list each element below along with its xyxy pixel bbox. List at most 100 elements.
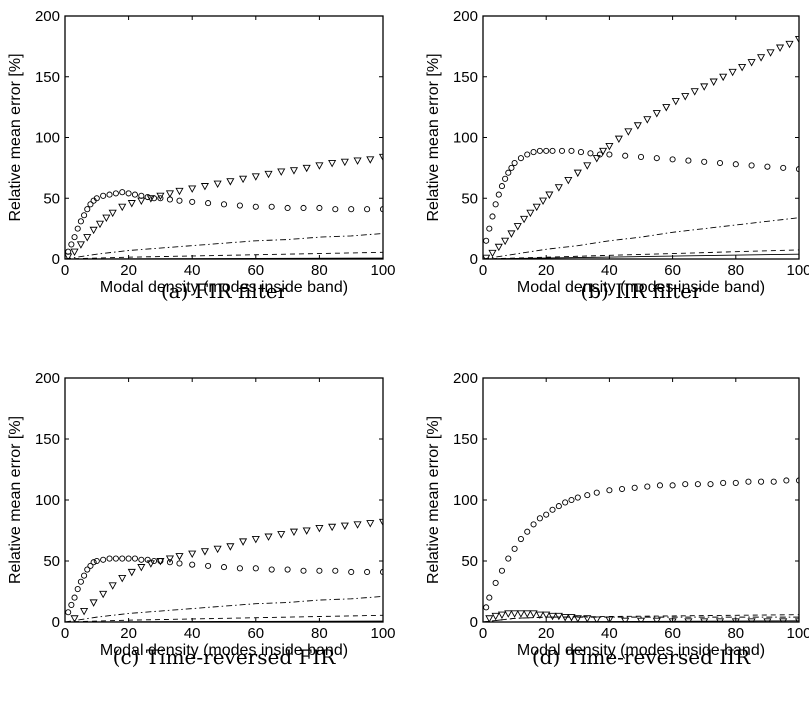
circle-marker — [284, 204, 291, 212]
circle-marker — [252, 203, 259, 210]
triangle-marker — [366, 156, 375, 164]
circle-marker — [316, 567, 323, 574]
triangle-marker — [340, 522, 349, 530]
solid-line — [483, 253, 799, 259]
axes-frame — [64, 377, 384, 623]
circle-marker — [543, 147, 550, 154]
triangle-marker — [188, 550, 197, 559]
circle-marker — [606, 151, 613, 158]
circle-marker — [656, 482, 664, 489]
triangle-marker — [108, 209, 117, 218]
triangle-marker — [747, 59, 756, 67]
triangle-marker — [137, 197, 146, 206]
x-tick-label: 0 — [479, 262, 487, 279]
panel-caption: (a) FIR filter — [161, 279, 288, 303]
triangle-marker — [709, 78, 718, 86]
circle-marker — [508, 164, 515, 171]
triangle-marker — [165, 190, 175, 198]
triangle-marker — [76, 241, 85, 249]
circle-marker — [764, 163, 771, 170]
triangle-marker — [738, 63, 747, 72]
y-tick-label: 200 — [453, 370, 478, 387]
triangle-marker — [643, 116, 652, 124]
circle-marker — [84, 206, 91, 213]
circle-marker — [577, 149, 585, 156]
x-tick-label: 40 — [184, 262, 201, 279]
triangle-marker — [378, 518, 383, 527]
y-tick-label: 100 — [35, 492, 60, 509]
circle-marker — [93, 195, 100, 202]
y-axis-label: Relative mean error [%] — [425, 53, 442, 221]
circle-marker — [189, 561, 196, 568]
circle-marker — [701, 158, 708, 165]
x-tick-label: 60 — [247, 262, 264, 279]
y-tick-label: 200 — [453, 8, 478, 25]
circle-marker — [166, 559, 173, 566]
triangle-marker — [719, 73, 728, 82]
triangle-marker — [99, 590, 108, 599]
x-tick-label: 60 — [664, 262, 681, 279]
triangle-marker — [89, 599, 98, 607]
circle-marker — [332, 206, 339, 213]
triangle-marker — [757, 54, 766, 62]
triangle-marker — [501, 237, 510, 246]
triangle-marker — [548, 612, 557, 621]
triangle-marker — [504, 610, 513, 618]
x-tick-label: 0 — [61, 262, 69, 279]
triangle-marker — [65, 253, 73, 259]
triangle-marker — [175, 553, 184, 561]
dashdot-line — [65, 595, 383, 622]
circle-marker — [77, 578, 84, 585]
x-axis-label: Modal density (modes inside band) — [517, 279, 765, 296]
circle-marker — [138, 556, 145, 563]
triangle-marker — [264, 170, 273, 179]
circle-marker — [682, 481, 689, 488]
triangle-marker — [785, 40, 794, 49]
circle-marker — [236, 565, 243, 572]
circle-marker — [568, 496, 575, 504]
circle-marker — [205, 562, 212, 569]
triangle-marker — [529, 610, 538, 618]
circle-marker — [483, 604, 490, 611]
triangle-marker — [545, 191, 554, 199]
plot-area — [483, 477, 799, 622]
circle-marker — [106, 555, 113, 562]
circle-marker — [716, 159, 724, 167]
circle-marker — [562, 499, 569, 506]
triangle-marker — [573, 615, 582, 622]
triangle-marker — [89, 226, 98, 235]
y-tick-label: 200 — [35, 8, 60, 25]
circle-marker — [555, 503, 562, 510]
dashed-line — [65, 614, 383, 622]
triangle-marker — [277, 531, 286, 539]
x-tick-label: 20 — [538, 625, 555, 642]
panel-a: 0 20 40 60 80 100 0 50 100 150 200 Modal density (m… — [7, 8, 396, 303]
panel-c: 0 20 40 60 80 100 0 50 100 150 200 Modal density (m… — [7, 370, 396, 669]
x-tick-label: 20 — [120, 262, 137, 279]
circle-marker — [622, 152, 629, 159]
circle-marker — [606, 487, 613, 494]
circle-marker — [71, 594, 78, 601]
x-axis-label: Modal density (modes inside band) — [517, 642, 765, 659]
y-tick-label: 200 — [35, 370, 60, 387]
circle-marker — [549, 147, 556, 154]
triangle-marker — [681, 93, 690, 101]
circle-marker — [653, 155, 660, 162]
triangle-marker — [146, 560, 155, 568]
triangle-marker — [83, 234, 92, 242]
y-tick-label: 50 — [461, 190, 478, 207]
triangle-marker — [328, 159, 337, 168]
circle-marker — [100, 556, 107, 563]
circle-marker — [492, 201, 499, 208]
triangle-marker — [520, 215, 529, 224]
circle-marker — [74, 225, 81, 232]
plot-area — [483, 36, 799, 259]
circle-marker — [77, 218, 84, 225]
x-tick-label: 80 — [311, 262, 328, 279]
circle-marker — [144, 193, 151, 201]
triangle-marker — [510, 610, 519, 618]
x-tick-label: 100 — [786, 262, 809, 279]
x-axis-label: Modal density (modes inside band) — [100, 279, 348, 296]
triangle-marker — [728, 68, 737, 77]
